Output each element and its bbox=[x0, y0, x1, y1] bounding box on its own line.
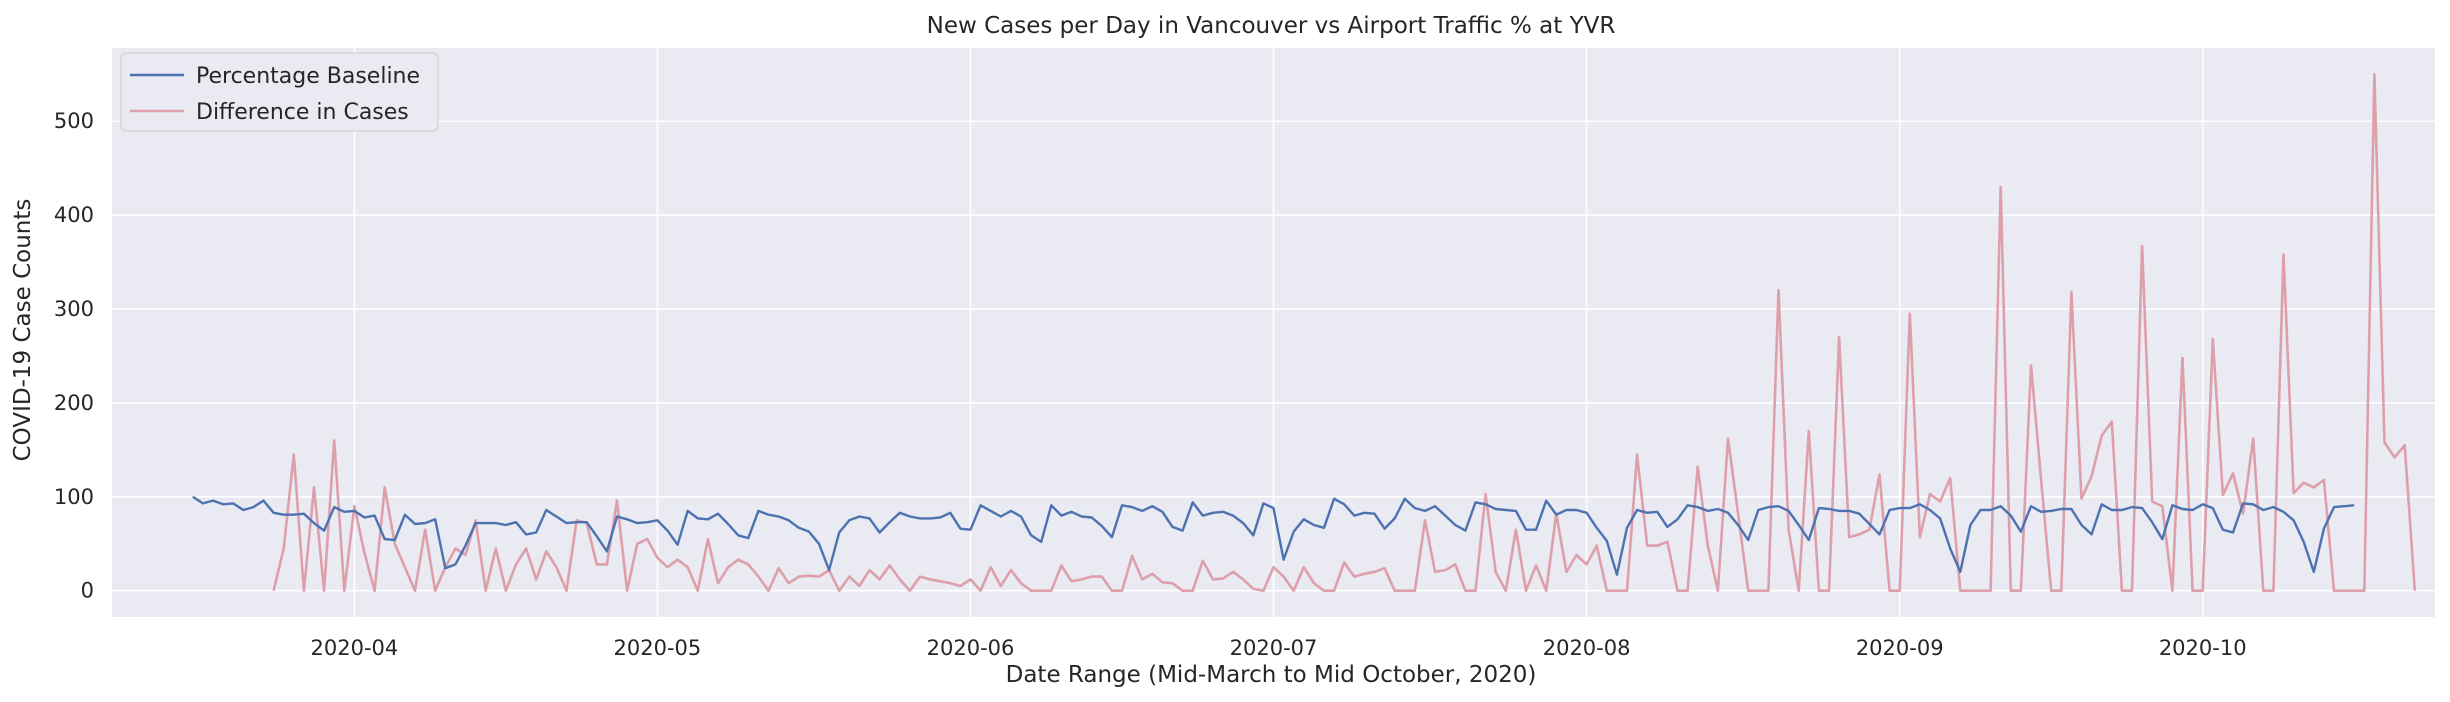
y-tick-label: 0 bbox=[81, 579, 94, 603]
legend: Percentage Baseline Difference in Cases bbox=[120, 52, 439, 132]
legend-label-percentage-baseline: Percentage Baseline bbox=[196, 64, 420, 89]
x-tick-label: 2020-07 bbox=[1230, 636, 1318, 660]
series-line-difference-in-cases bbox=[272, 73, 2417, 593]
x-tick-label: 2020-05 bbox=[614, 636, 702, 660]
y-tick-label: 400 bbox=[54, 203, 94, 227]
series-line-percentage-baseline bbox=[192, 495, 2355, 576]
x-tick-label: 2020-09 bbox=[1856, 636, 1944, 660]
x-tick-label: 2020-08 bbox=[1543, 636, 1631, 660]
x-tick-label: 2020-06 bbox=[927, 636, 1015, 660]
legend-box bbox=[120, 52, 439, 132]
x-tick-label: 2020-10 bbox=[2159, 636, 2247, 660]
legend-label-difference-in-cases: Difference in Cases bbox=[196, 100, 409, 125]
y-tick-label: 500 bbox=[54, 109, 94, 133]
gridlines bbox=[112, 48, 2435, 617]
y-tick-label: 300 bbox=[54, 297, 94, 321]
x-axis-label: Date Range (Mid-March to Mid October, 20… bbox=[1006, 662, 1537, 688]
y-tick-label: 200 bbox=[54, 391, 94, 415]
series-lines bbox=[192, 73, 2417, 593]
y-tick-label: 100 bbox=[54, 485, 94, 509]
x-tick-label: 2020-04 bbox=[311, 636, 399, 660]
tick-labels: 0 100 200 300 400 500 2020-04 2020-05 2020-06 202… bbox=[54, 109, 2247, 660]
chart-title: New Cases per Day in Vancouver vs Airpor… bbox=[927, 13, 1616, 39]
y-axis-label: COVID-19 Case Counts bbox=[10, 199, 36, 462]
